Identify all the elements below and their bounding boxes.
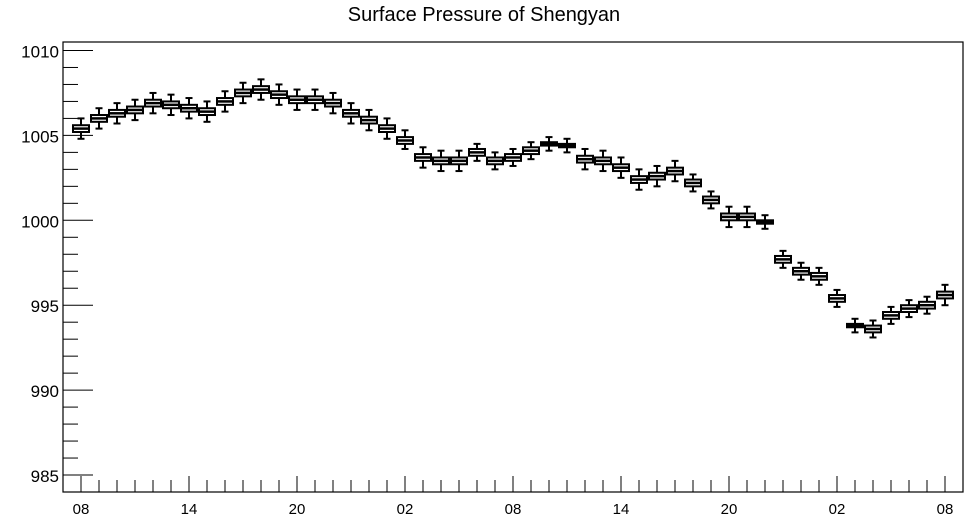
box-28: [558, 137, 576, 154]
box-16: [342, 102, 360, 125]
box-48: [918, 295, 936, 315]
box-31: [612, 156, 630, 179]
box-32: [630, 168, 648, 191]
y-tick-label: 995: [31, 297, 59, 316]
box-27: [540, 136, 558, 152]
box-3: [108, 102, 126, 125]
box-21: [432, 149, 450, 173]
y-tick-label: 1005: [21, 127, 59, 146]
box-46: [882, 305, 900, 325]
box-36: [702, 190, 720, 210]
box-13: [288, 88, 306, 111]
box-8: [198, 100, 216, 123]
box-17: [360, 108, 378, 132]
box-45: [864, 319, 882, 339]
box-1: [72, 117, 90, 140]
y-tick-label: 985: [31, 467, 59, 486]
box-37: [720, 205, 738, 229]
x-tick-label: 14: [613, 501, 630, 518]
box-26: [522, 141, 540, 161]
y-tick-label: 1010: [21, 42, 59, 61]
box-22: [450, 149, 468, 173]
box-41: [792, 261, 810, 281]
box-38: [738, 205, 756, 229]
box-15: [324, 91, 342, 115]
x-tick-label: 20: [289, 501, 306, 518]
x-tick-label: 14: [181, 501, 198, 518]
box-9: [216, 90, 234, 113]
box-42: [810, 266, 828, 286]
box-39: [756, 214, 774, 230]
boxes: [72, 78, 954, 339]
box-33: [648, 164, 666, 188]
box-14: [306, 88, 324, 111]
box-34: [666, 159, 684, 183]
y-tick-label: 1000: [21, 212, 59, 231]
x-tick-label: 20: [721, 501, 738, 518]
box-40: [774, 249, 792, 269]
box-4: [126, 98, 144, 122]
x-tick-label: 08: [73, 501, 90, 518]
box-10: [234, 81, 252, 105]
box-20: [414, 146, 432, 169]
box-47: [900, 299, 918, 319]
box-19: [396, 129, 414, 150]
box-7: [180, 97, 198, 120]
box-18: [378, 117, 396, 140]
box-35: [684, 173, 702, 193]
box-11: [252, 78, 270, 101]
box-49: [936, 283, 954, 307]
x-tick-label: 08: [505, 501, 522, 518]
chart-title: Surface Pressure of Shengyan: [347, 4, 621, 26]
x-tick-label: 02: [829, 501, 846, 518]
box-25: [504, 147, 522, 167]
box-2: [90, 107, 108, 130]
box-30: [594, 149, 612, 173]
axes: 985 990 995 1000 1005 1010 08 14 20 02 08 14 20 02 08: [21, 41, 964, 518]
box-5: [144, 91, 162, 115]
box-43: [828, 288, 846, 308]
box-29: [576, 147, 594, 171]
x-tick-label: 02: [397, 501, 414, 518]
box-24: [486, 151, 504, 171]
x-tick-label: 08: [937, 501, 954, 518]
box-44: [846, 317, 864, 334]
box-23: [468, 142, 486, 162]
box-6: [162, 93, 180, 117]
box-12: [270, 83, 288, 106]
y-tick-label: 990: [31, 382, 59, 401]
